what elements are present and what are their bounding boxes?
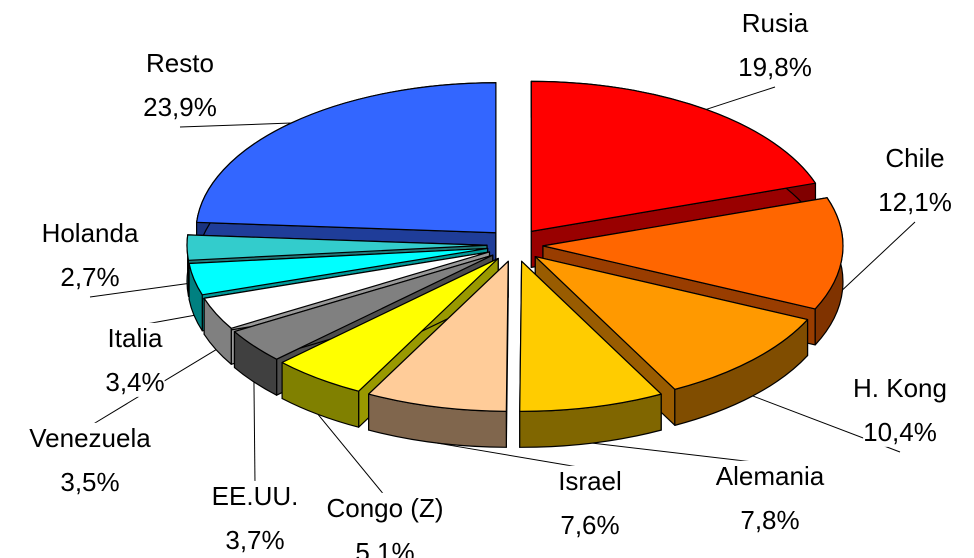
slice-value: 7,8%: [740, 505, 799, 535]
slice: [186, 234, 488, 261]
leader-line: [89, 283, 188, 298]
slice-value: 3,7%: [225, 525, 284, 555]
slice: [188, 247, 489, 296]
slice-label: Chile: [885, 143, 944, 173]
label-bg: [558, 465, 622, 496]
label-bg: [211, 480, 299, 511]
leader-line: [253, 381, 256, 485]
label-bg: [29, 422, 152, 453]
label-bg: [225, 524, 285, 555]
label-bg: [60, 466, 120, 497]
label-bg: [41, 217, 139, 248]
label-bg: [355, 536, 415, 558]
slice-label: H. Kong: [853, 373, 947, 403]
leader-line: [842, 221, 916, 291]
slice: [203, 251, 491, 329]
slice-value: 3,4%: [105, 367, 164, 397]
label-bg: [885, 142, 945, 173]
slice: [534, 255, 809, 390]
label-bg: [878, 186, 952, 217]
leader-line: [592, 442, 771, 465]
slice-value: 10,4%: [863, 417, 937, 447]
slice-value: 2,7%: [60, 262, 119, 292]
slice: [196, 82, 497, 234]
slice-label: Alemania: [716, 461, 825, 491]
slice: [368, 260, 509, 412]
slice-label: Venezuela: [29, 423, 151, 453]
slice: [530, 80, 817, 232]
slice-value: 5,1%: [355, 537, 414, 558]
slice-value: 7,6%: [560, 510, 619, 540]
slice-value: 19,8%: [738, 52, 812, 82]
label-bg: [107, 322, 163, 353]
leader-line: [317, 414, 386, 497]
slice-label: Congo (Z): [326, 493, 443, 523]
slice-label: Resto: [146, 48, 214, 78]
slice-label: Holanda: [42, 218, 139, 248]
label-bg: [560, 509, 620, 540]
slice-value: 12,1%: [878, 187, 952, 217]
slice-label: EE.UU.: [212, 481, 299, 511]
slice: [519, 260, 662, 412]
slice: [281, 257, 499, 392]
slice-label: Italia: [108, 323, 163, 353]
label-bg: [740, 504, 800, 535]
slice: [542, 197, 844, 310]
label-bg: [326, 492, 444, 523]
label-bg: [738, 51, 812, 82]
leader-line: [705, 86, 776, 110]
label-bg: [105, 366, 165, 397]
label-bg: [60, 261, 120, 292]
label-bg: [863, 416, 937, 447]
leader-line: [435, 442, 591, 470]
label-bg: [741, 7, 809, 38]
slice-value: 23,9%: [143, 92, 217, 122]
label-bg: [853, 372, 947, 403]
label-bg: [715, 460, 825, 491]
label-bg: [146, 47, 214, 78]
slice-label: Rusia: [742, 8, 809, 38]
slice-label: Israel: [558, 466, 622, 496]
label-bg: [143, 91, 217, 122]
leader-line: [179, 122, 292, 128]
slice: [233, 254, 494, 360]
slice-value: 3,5%: [60, 467, 119, 497]
